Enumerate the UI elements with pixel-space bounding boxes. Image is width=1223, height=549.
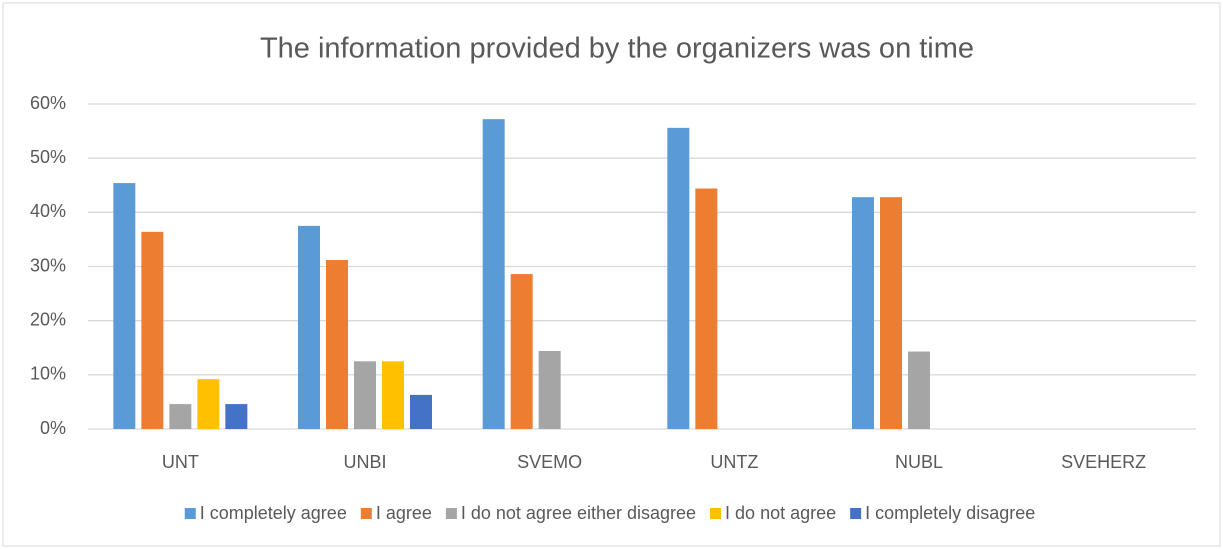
legend-label: I do not agree either disagree	[461, 503, 696, 523]
y-tick-label: 60%	[30, 93, 66, 113]
y-tick-label: 50%	[30, 147, 66, 167]
legend-swatch	[710, 508, 722, 519]
bar	[141, 231, 164, 429]
x-tick-label: UNBI	[343, 452, 386, 472]
bar	[880, 197, 902, 429]
y-tick-label: 40%	[30, 201, 66, 221]
legend-swatch	[850, 508, 862, 519]
y-tick-label: 0%	[40, 418, 66, 438]
x-tick-label: NUBL	[895, 452, 943, 472]
bar	[538, 351, 561, 429]
legend-swatch	[445, 508, 457, 519]
x-tick-label: UNT	[162, 452, 199, 472]
chart-title: The information provided by the organize…	[260, 33, 974, 65]
bar	[326, 260, 348, 429]
legend-label: I do not agree	[725, 503, 836, 523]
y-tick-label: 20%	[30, 309, 66, 329]
bar	[695, 188, 718, 429]
bar	[510, 274, 533, 429]
y-tick-label: 10%	[30, 364, 66, 384]
legend-label: I completely disagree	[865, 503, 1035, 523]
legend-label: I completely agree	[200, 503, 347, 523]
bar	[667, 127, 690, 429]
legend-swatch	[360, 508, 372, 519]
x-tick-label: SVEHERZ	[1061, 452, 1146, 472]
x-tick-label: SVEMO	[517, 452, 582, 472]
bar	[908, 351, 930, 429]
bar	[197, 379, 220, 429]
bar	[298, 225, 320, 429]
y-tick-label: 30%	[30, 255, 66, 275]
x-tick-label: UNTZ	[710, 452, 758, 472]
bar	[113, 183, 136, 429]
legend-label: I agree	[376, 503, 432, 523]
bar	[482, 119, 505, 430]
bar	[225, 404, 248, 429]
bar	[852, 197, 874, 429]
legend-swatch	[184, 508, 196, 519]
bar	[354, 361, 376, 429]
bar	[410, 394, 432, 429]
bar	[169, 404, 192, 429]
bar	[382, 361, 404, 429]
